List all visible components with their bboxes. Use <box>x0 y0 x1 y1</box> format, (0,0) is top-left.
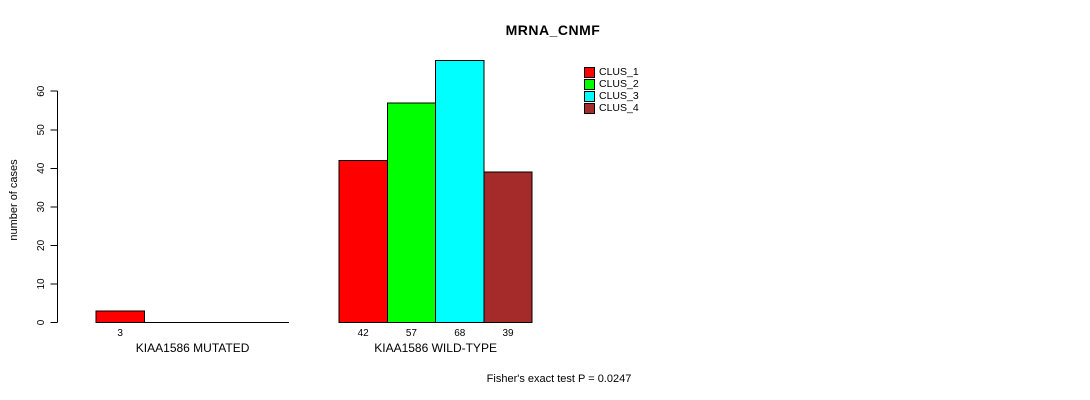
legend: CLUS_1 CLUS_2 CLUS_3 CLUS_4 <box>584 66 639 114</box>
bar-value-label-kiaa1586-wild-type-clus-3: 68 <box>454 328 466 339</box>
legend-swatch-clus-1 <box>584 66 595 78</box>
legend-label-clus-4: CLUS_4 <box>599 102 639 114</box>
legend-item-clus-1: CLUS_1 <box>584 66 639 78</box>
bar-value-label-kiaa1586-wild-type-clus-4: 39 <box>502 328 514 339</box>
legend-swatch-clus-4 <box>584 102 595 114</box>
y-tick-label-10: 10 <box>36 278 47 290</box>
y-tick-label-20: 20 <box>36 239 47 251</box>
bar-kiaa1586-mutated-clus-1 <box>95 310 145 323</box>
x-category-label-kiaa1586-wild-type: KIAA1586 WILD-TYPE <box>374 341 497 355</box>
legend-swatch-clus-3 <box>584 90 595 102</box>
x-category-label-kiaa1586-mutated: KIAA1586 MUTATED <box>136 341 250 355</box>
legend-label-clus-1: CLUS_1 <box>599 66 639 78</box>
y-tick-label-30: 30 <box>36 201 47 213</box>
bar-value-label-kiaa1586-wild-type-clus-1: 42 <box>358 328 370 339</box>
chart-title: MRNA_CNMF <box>505 22 601 38</box>
bar-kiaa1586-wild-type-clus-4 <box>483 171 533 323</box>
legend-item-clus-2: CLUS_2 <box>584 78 639 90</box>
bar-kiaa1586-wild-type-clus-1 <box>338 160 388 323</box>
bar-kiaa1586-wild-type-clus-2 <box>386 102 437 323</box>
legend-swatch-clus-2 <box>584 78 595 90</box>
legend-item-clus-3: CLUS_3 <box>584 90 639 102</box>
y-tick-label-50: 50 <box>36 124 47 136</box>
bar-kiaa1586-wild-type-clus-3 <box>435 59 485 324</box>
y-tick-label-60: 60 <box>36 85 47 97</box>
y-tick-label-0: 0 <box>36 319 47 325</box>
statistical-test-annotation: Fisher's exact test P = 0.0247 <box>486 373 632 385</box>
bar-value-label-kiaa1586-wild-type-clus-2: 57 <box>406 328 418 339</box>
bar-value-label-kiaa1586-mutated-clus-1: 3 <box>117 328 123 339</box>
legend-label-clus-3: CLUS_3 <box>599 90 639 102</box>
y-tick-label-40: 40 <box>36 162 47 174</box>
legend-item-clus-4: CLUS_4 <box>584 102 639 114</box>
legend-label-clus-2: CLUS_2 <box>599 78 639 90</box>
